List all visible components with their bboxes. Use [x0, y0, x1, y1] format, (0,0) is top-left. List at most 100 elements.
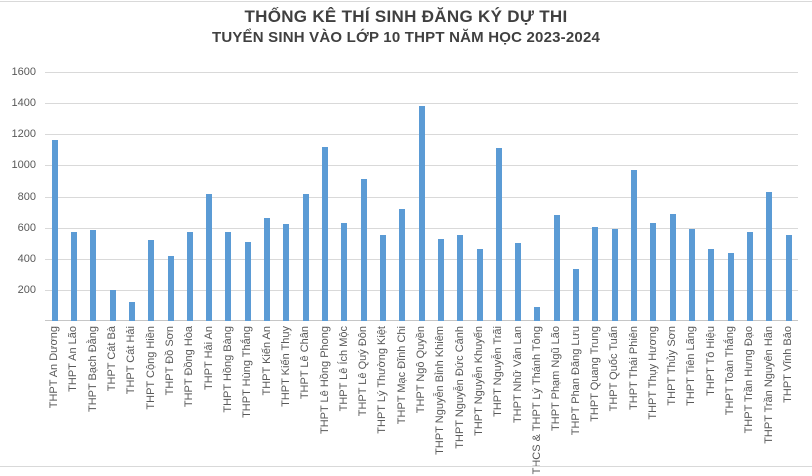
x-tick-label: THPT Vĩnh Bảo [782, 326, 795, 403]
bar-cell [315, 72, 334, 321]
y-tick-label: 1200 [11, 128, 36, 141]
bar-cell [142, 72, 161, 321]
bar [534, 307, 541, 321]
x-label-cell: THPT Hồng Bàng [219, 326, 238, 468]
x-tick-label: THPT Đồ Sơn [164, 326, 177, 396]
bar [206, 194, 213, 321]
bar-cell [451, 72, 470, 321]
x-label-cell: THPT Lý Thường Kiệt [373, 326, 392, 468]
x-tick-label: THCS & THPT Lý Thánh Tông [530, 326, 543, 475]
bar-cell [200, 72, 219, 321]
bar-cell [161, 72, 180, 321]
bar [90, 229, 97, 321]
chart-frame-top-line [0, 1, 812, 2]
bar-cell [586, 72, 605, 321]
chart-title: THỐNG KÊ THÍ SINH ĐĂNG KÝ DỰ THI [244, 7, 568, 26]
x-tick-label: THPT Cát Bà [106, 326, 119, 392]
bar-cell [219, 72, 238, 321]
x-label-cell: THPT Trần Hưng Đạo [740, 326, 759, 468]
x-tick-label: THPT Mạc Đĩnh Chi [395, 326, 408, 425]
bar [650, 222, 657, 321]
x-tick-label: THPT An Lão [67, 326, 80, 392]
bar [379, 235, 386, 321]
x-tick-label: THPT Nguyễn Khuyến [473, 326, 486, 436]
chart-frame-bottom-line [0, 466, 812, 467]
bar-cell [412, 72, 431, 321]
plot-area [45, 72, 798, 321]
bar [148, 240, 155, 321]
y-tick-label: 400 [17, 252, 36, 265]
x-label-cell: THPT Ngô Quyền [412, 326, 431, 468]
x-tick-label: THPT Ngô Quyền [415, 326, 428, 414]
bar [109, 289, 116, 321]
bar [573, 268, 580, 321]
y-tick-label: 1600 [11, 66, 36, 78]
bar-cell [257, 72, 276, 321]
x-tick-label: THPT Thụy Hương [646, 326, 659, 420]
bar [360, 178, 367, 321]
bar-cell [779, 72, 798, 321]
x-tick-label: THPT Hùng Thắng [241, 326, 254, 418]
bar [225, 231, 232, 321]
x-label-cell: THPT Quang Trung [586, 326, 605, 468]
bar-cell [238, 72, 257, 321]
bar [631, 170, 638, 321]
y-tick-label: 200 [17, 283, 36, 296]
bar-cell [489, 72, 508, 321]
x-tick-label: THPT Toàn Thắng [724, 326, 737, 416]
bar [283, 223, 290, 321]
bar [322, 147, 329, 321]
x-label-cell: THPT Toàn Thắng [721, 326, 740, 468]
bar-cell [721, 72, 740, 321]
bar-cell [624, 72, 643, 321]
bar-cell [566, 72, 585, 321]
bar-cell [180, 72, 199, 321]
bar-cell [470, 72, 489, 321]
y-tick-label: 1400 [11, 97, 36, 110]
x-label-cell: THPT Kiến Thụy [277, 326, 296, 468]
bar-cell [103, 72, 122, 321]
x-tick-label: THPT Nhữ Văn Lan [511, 326, 524, 424]
bar-cell [277, 72, 296, 321]
x-tick-label: THPT Phan Đăng Lưu [569, 326, 582, 436]
y-tick-label: 1000 [11, 159, 36, 172]
x-label-cell: THPT Tô Hiệu [702, 326, 721, 468]
bar-cell [431, 72, 450, 321]
bar [128, 301, 135, 321]
bar [418, 106, 425, 321]
bar-cell [702, 72, 721, 321]
x-tick-label: THPT Nguyễn Trãi [492, 326, 505, 417]
x-tick-label: THPT Lý Thường Kiệt [376, 326, 389, 434]
bar-cell [335, 72, 354, 321]
x-tick-label: THPT Lê Quý Đôn [357, 326, 370, 417]
x-label-cell: THPT An Lão [64, 326, 83, 468]
x-tick-label: THPT Tô Hiệu [704, 326, 717, 396]
bar [244, 241, 251, 321]
bar [727, 253, 734, 321]
x-tick-label: THPT Hải An [202, 326, 215, 390]
x-label-cell: THPT Nhữ Văn Lan [509, 326, 528, 468]
bar [264, 217, 271, 321]
x-label-cell: THPT Thụy Hương [644, 326, 663, 468]
x-label-cell: THPT Lê Hồng Phong [315, 326, 334, 468]
x-tick-label: THPT Hồng Bàng [221, 326, 234, 413]
bar [302, 194, 309, 321]
chart-subtitle: TUYỂN SINH VÀO LỚP 10 THPT NĂM HỌC 2023-… [211, 29, 601, 46]
x-label-cell: THPT Đồ Sơn [161, 326, 180, 468]
bar [746, 232, 753, 321]
x-tick-label: THPT Phạm Ngũ Lão [550, 326, 563, 431]
x-label-cell: THPT Cát Hải [122, 326, 141, 468]
x-label-cell: THPT Phan Đăng Lưu [566, 326, 585, 468]
x-tick-label: THPT Lê Hồng Phong [318, 326, 331, 435]
bar-cell [740, 72, 759, 321]
x-tick-label: THPT Cộng Hiền [144, 326, 157, 410]
x-label-cell: THPT Lê Quý Đôn [354, 326, 373, 468]
x-label-cell: THPT Hùng Thắng [238, 326, 257, 468]
x-tick-label: THPT Nguyễn Bỉnh Khiêm [434, 326, 447, 455]
x-label-cell: THPT Cộng Hiền [142, 326, 161, 468]
bar [51, 140, 58, 321]
bar [553, 215, 560, 321]
x-tick-label: THPT Lê Chân [299, 326, 312, 400]
bar-cell [644, 72, 663, 321]
